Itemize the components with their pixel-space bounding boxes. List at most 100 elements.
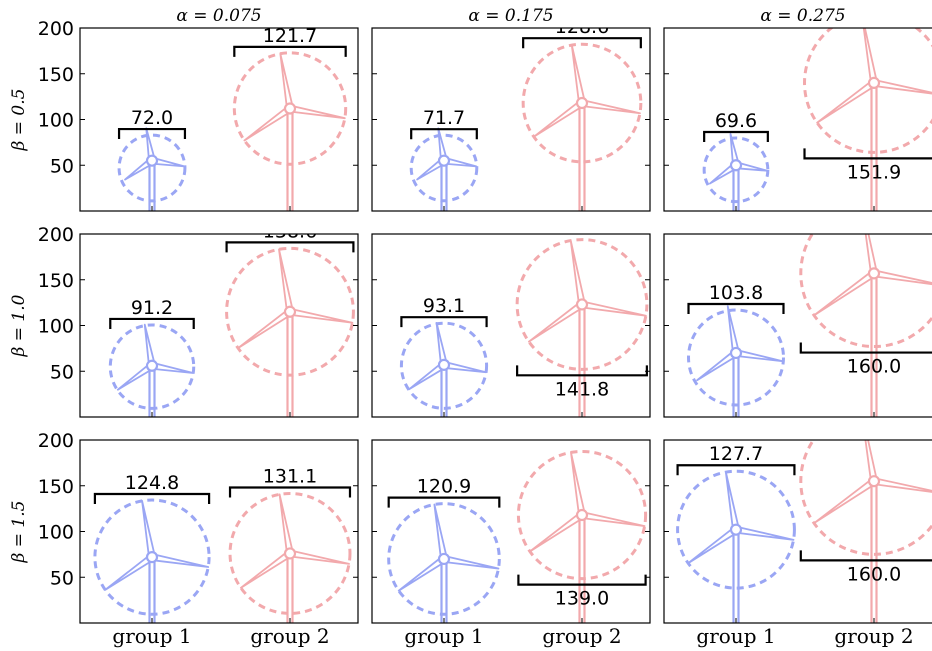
turbine-group1-r3-c2-blade-1 (433, 503, 448, 561)
turbine-group2-r3-c2 (516, 449, 648, 623)
turbine-group2-r1-c2-blade-2 (580, 99, 641, 115)
bracket-group1-r2-c2-label: 93.1 (423, 295, 465, 317)
bracket-group1-r1-c2-label: 71.7 (423, 107, 465, 129)
turbine-group2-r2-c1-blade-2 (288, 307, 354, 324)
turbine-group2-r2-c3-blade-2 (872, 269, 932, 286)
y-tick-label: 100 (38, 110, 74, 132)
turbine-group2-r1-c3-hub (867, 76, 881, 90)
x-category-label-c1-g1: group 1 (112, 624, 191, 648)
x-category-label-c3-g2: group 2 (834, 624, 913, 648)
panel-r3-c2: 120.9 139.0 (371, 439, 651, 624)
turbine-group2-r2-c1-blade-1 (278, 248, 294, 314)
turbine-group2-r2-c1-hub (283, 305, 297, 318)
bracket-group2-r1-c1-line (233, 45, 347, 57)
turbine-group2-r2-c3-blade-1 (864, 234, 878, 275)
turbine-group2-r3-c1-blade-2 (288, 549, 350, 565)
turbine-group1-r1-c2-rotor-circle (409, 133, 479, 203)
bracket-group2-r3-c2: 139.0 (517, 574, 647, 610)
bracket-group2-r2-c3-line (799, 342, 932, 354)
bracket-group2-r3-c1-label: 131.1 (263, 465, 317, 487)
bracket-group2-r3-c3-label: 160.0 (847, 563, 901, 585)
bracket-group1-r2-c1: 91.2 (109, 297, 195, 329)
turbine-group1-r2-c2-rotor-circle (399, 321, 489, 410)
turbine-group1-r1-c2 (409, 127, 479, 211)
turbine-group1-r3-c2-blade-2 (442, 555, 500, 570)
panel-frame-r3-c3 (663, 439, 932, 624)
turbine-group2-r1-c1-blade-1 (279, 52, 294, 110)
turbine-group1-r3-c1-blade-1 (141, 499, 156, 559)
panel-r3-c1: 124.8 131.1 50 100 150 200 (38, 430, 359, 624)
panel-r2-c3: 103.8 160.0 (663, 233, 932, 418)
turbine-group1-r1-c1-rotor-circle (117, 133, 187, 203)
panel-frame-r1-c3 (663, 27, 932, 212)
bracket-group1-r2-c2-line (400, 316, 488, 328)
bracket-group1-r3-c3-line (676, 464, 796, 476)
bracket-group2-r3-c1-line (228, 486, 352, 498)
bracket-group1-r3-c2-line (387, 496, 501, 508)
turbine-group1-r2-c3-hub (729, 346, 743, 360)
turbine-group2-r2-c2-blade-3 (527, 301, 585, 343)
bracket-group2-r2-c2: 141.8 (516, 365, 648, 400)
column-title-3: α = 0.275 (760, 6, 845, 26)
turbine-group1-r3-c3 (676, 469, 796, 623)
turbine-group2-r2-c3-blade-3 (813, 269, 877, 317)
turbine-group2-r3-c3-blade-1 (864, 440, 878, 483)
turbine-group1-r2-c3-blade-1 (726, 305, 740, 355)
bracket-group1-r2-c3-line (687, 302, 785, 315)
bracket-group2-r1-c2: 128.6 (522, 28, 642, 49)
turbine-group1-r3-c3-hub (729, 523, 743, 536)
bracket-group1-r2-c1-line (109, 317, 195, 329)
turbine-group1-r3-c1-rotor-circle (93, 498, 211, 616)
x-category-label-c2-g1: group 1 (404, 624, 483, 648)
bracket-group2-r2-c3-label: 160.0 (847, 356, 901, 378)
bracket-group2-r2-c1-label: 138.6 (263, 220, 317, 242)
turbine-group1-r1-c3-hub (729, 159, 743, 172)
bracket-group1-r1-c2-line (410, 128, 478, 140)
bracket-group2-r3-c2-line (517, 574, 647, 586)
turbine-group1-r3-c1-blade-2 (150, 553, 210, 568)
y-tick-label: 150 (38, 476, 74, 498)
turbine-group2-r1-c2-rotor-circle (521, 42, 643, 164)
panel-r1-c3: 69.6 151.9 (663, 27, 932, 212)
turbine-group2-r2-c3-rotor-circle (799, 234, 932, 349)
bracket-group2-r2-c1-line (225, 241, 355, 253)
turbine-group2-r2-c3 (799, 234, 932, 417)
x-category-label-c3-g1: group 1 (696, 624, 775, 648)
y-tick-label: 150 (38, 270, 74, 292)
turbine-group1-r3-c1-blade-3 (104, 553, 155, 591)
turbine-group1-r1-c1-hub (145, 154, 159, 167)
turbine-group2-r1-c2 (521, 42, 643, 211)
column-title-1: α = 0.075 (176, 6, 261, 26)
turbine-group1-r1-c3-rotor-circle (702, 136, 770, 204)
bracket-group1-r3-c1-label: 124.8 (125, 472, 179, 494)
bracket-group1-r2-c3: 103.8 (687, 282, 785, 315)
bracket-group1-r1-c3: 69.6 (703, 110, 769, 142)
turbine-group2-r1-c1-blade-2 (288, 104, 346, 120)
turbine-group1-r1-c1 (117, 127, 187, 211)
y-tick-label: 50 (50, 567, 74, 589)
turbine-group2-r3-c1-rotor-circle (228, 491, 352, 615)
turbine-group2-r3-c1-blade-1 (278, 493, 294, 555)
y-tick-label: 200 (38, 224, 74, 246)
turbine-group2-r3-c3-rotor-circle (799, 440, 932, 556)
turbine-group2-r3-c1 (228, 491, 352, 623)
bracket-group2-r1-c3-line (803, 148, 932, 160)
panel-r2-c1: 91.2 138.6 50 100 150 200 (38, 220, 359, 418)
turbine-group2-r2-c2-hub (575, 298, 589, 311)
bracket-group2-r3-c3: 160.0 (799, 550, 932, 585)
turbine-group1-r3-c2 (387, 502, 501, 623)
turbine-group2-r3-c2-hub (575, 508, 589, 522)
turbine-group2-r1-c3-blade-2 (872, 79, 932, 95)
bracket-group1-r1-c1-label: 72.0 (131, 107, 173, 129)
panel-r2-c2: 93.1 141.8 (371, 233, 651, 418)
bracket-group2-r2-c2-line (516, 365, 648, 377)
turbine-group2-r2-c2-blade-1 (569, 239, 586, 306)
bracket-group2-r3-c3-line (799, 550, 932, 562)
turbine-group1-r2-c3-blade-2 (734, 349, 784, 363)
turbine-group2-r2-c1-rotor-circle (225, 246, 355, 377)
bracket-group1-r2-c3-label: 103.8 (709, 282, 763, 304)
turbine-group1-r3-c3-blade-3 (687, 526, 739, 565)
panel-r3-c3: 127.7 160.0 (663, 439, 932, 624)
bracket-group1-r3-c2: 120.9 (387, 476, 501, 508)
turbine-group1-r3-c1 (93, 498, 211, 623)
